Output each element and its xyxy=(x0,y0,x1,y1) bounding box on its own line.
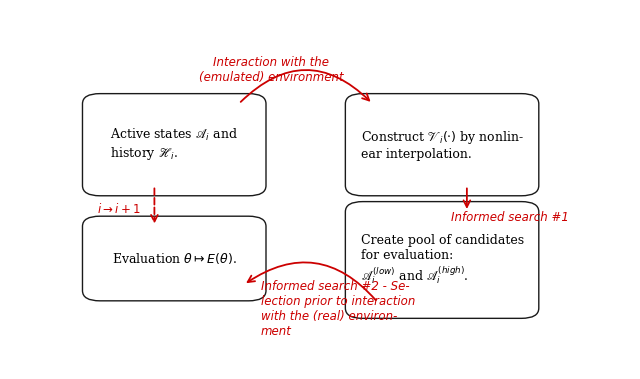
FancyBboxPatch shape xyxy=(346,94,539,196)
Text: Interaction with the
(emulated) environment: Interaction with the (emulated) environm… xyxy=(198,56,343,84)
Text: Construct $\mathscr{V}_i(\cdot)$ by nonlin-
ear interpolation.: Construct $\mathscr{V}_i(\cdot)$ by nonl… xyxy=(360,129,524,161)
FancyArrowPatch shape xyxy=(463,188,470,207)
FancyArrowPatch shape xyxy=(241,70,369,102)
FancyBboxPatch shape xyxy=(83,216,266,301)
Text: $i \to i+1$: $i \to i+1$ xyxy=(97,202,141,216)
Text: Create pool of candidates
for evaluation:
$\mathscr{A}_i^{(low)}$ and $\mathscr{: Create pool of candidates for evaluation… xyxy=(360,233,524,287)
Text: Informed search #2 - Se-
lection prior to interaction
with the (real) environ-
m: Informed search #2 - Se- lection prior t… xyxy=(261,280,415,338)
FancyArrowPatch shape xyxy=(151,188,157,222)
Text: Informed search #1: Informed search #1 xyxy=(451,211,568,224)
Text: Evaluation $\theta \mapsto E(\theta)$.: Evaluation $\theta \mapsto E(\theta)$. xyxy=(112,251,237,266)
FancyBboxPatch shape xyxy=(346,202,539,318)
Text: Active states $\mathscr{A}_i$ and
history $\mathscr{H}_i$.: Active states $\mathscr{A}_i$ and histor… xyxy=(110,127,238,163)
FancyBboxPatch shape xyxy=(83,94,266,196)
FancyArrowPatch shape xyxy=(248,262,376,300)
